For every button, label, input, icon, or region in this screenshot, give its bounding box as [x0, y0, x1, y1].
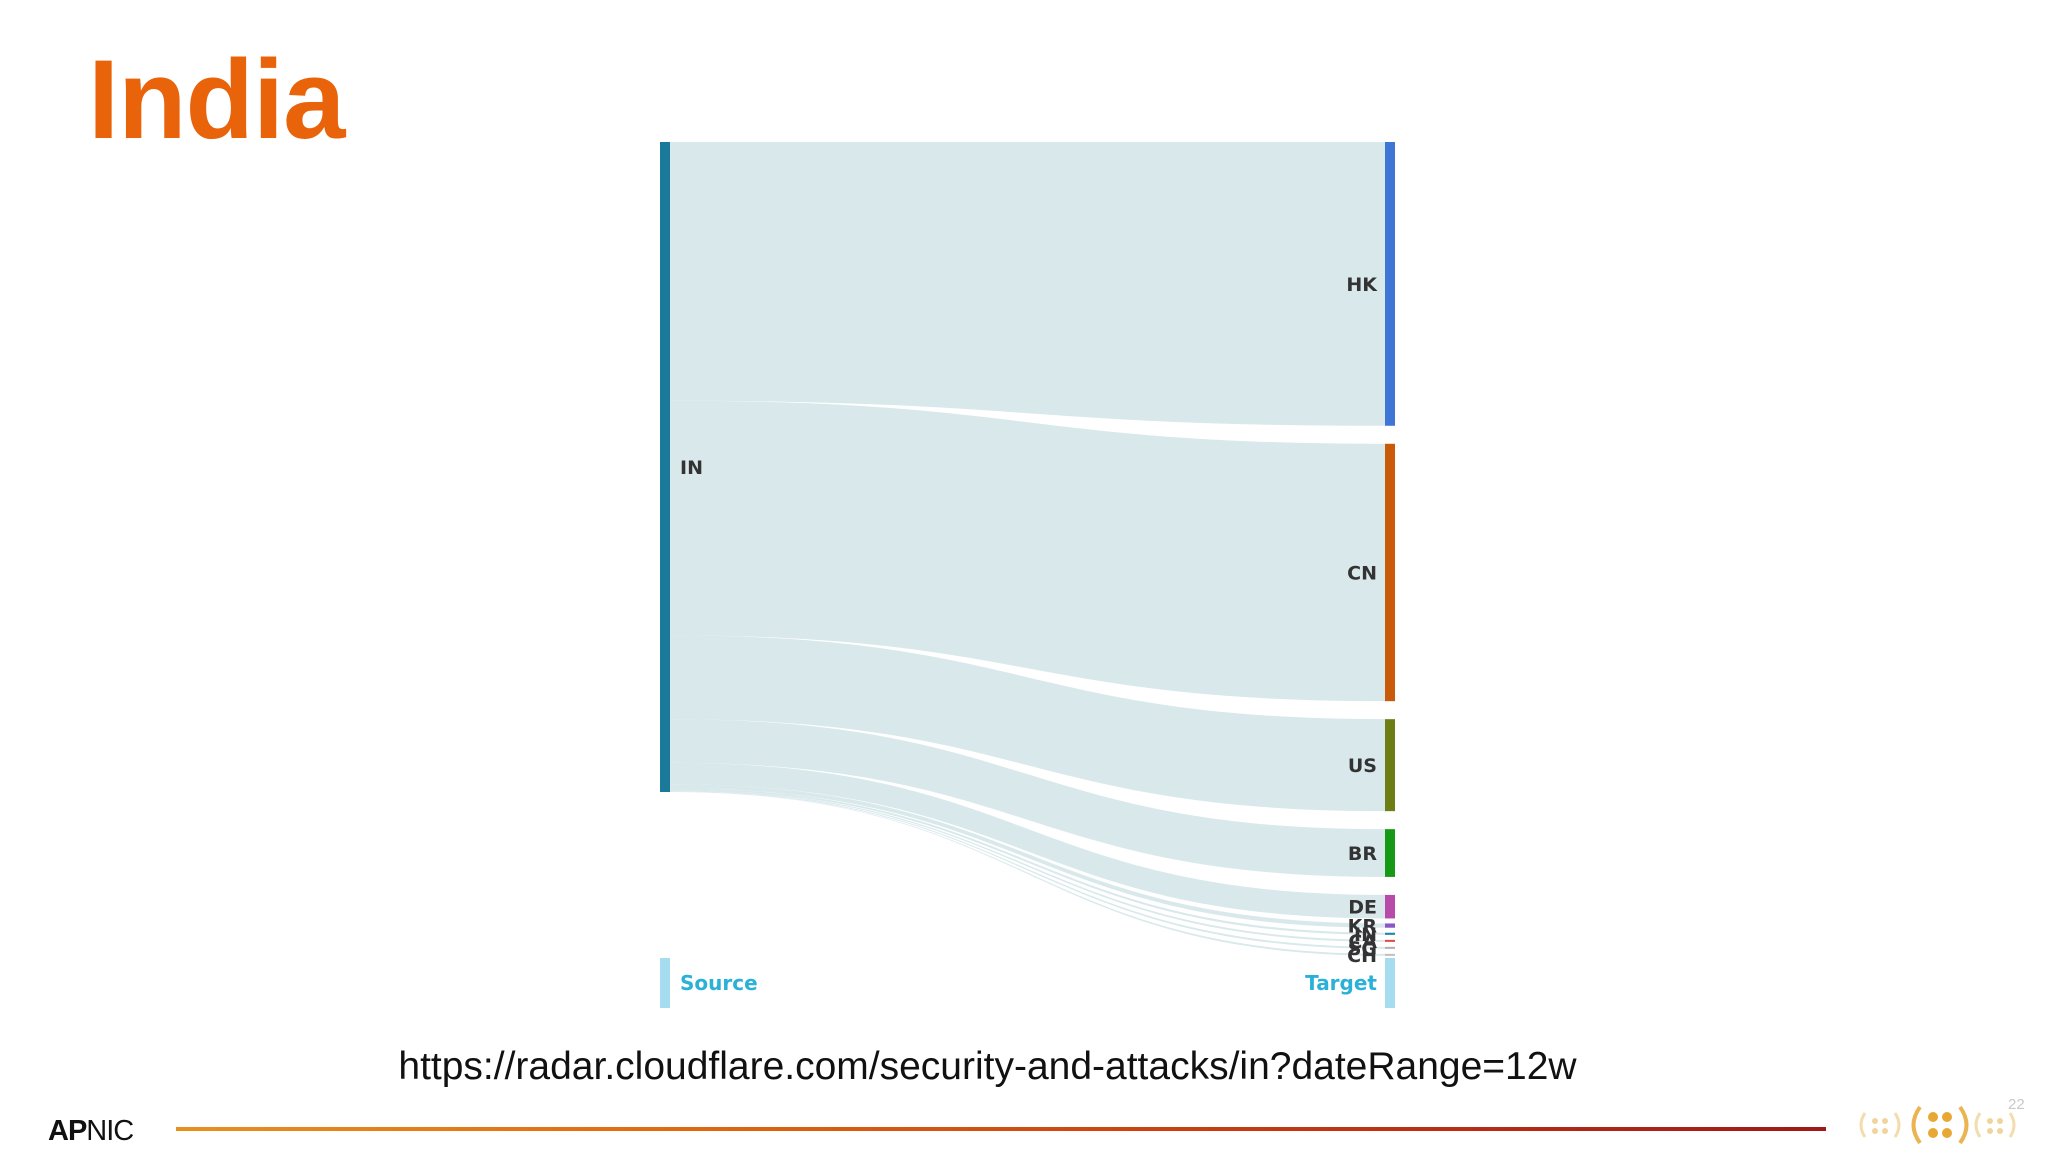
target-label-sg-8: SG [1348, 938, 1377, 960]
target-label-cn-1: CN [1347, 562, 1377, 584]
target-node-hk-0 [1385, 142, 1395, 426]
target-label-de-4: DE [1348, 897, 1377, 919]
page-number: 22 [2008, 1096, 2025, 1113]
link-in-ca-7 [670, 790, 1385, 942]
link-in-us-2 [670, 635, 1385, 812]
link-in-hk-0 [670, 142, 1385, 426]
target-label-kr-5: KR [1348, 916, 1378, 938]
target-label-hk-0: HK [1346, 274, 1378, 296]
target-node-ca-7 [1385, 939, 1395, 942]
footer-pattern-icon [1859, 1105, 2016, 1145]
sankey-links [670, 142, 1385, 956]
target-label-in-6: IN [1354, 924, 1377, 946]
source-node-in [660, 142, 670, 792]
target-node-us-2 [1385, 719, 1395, 812]
target-node-br-3 [1385, 829, 1395, 877]
slide-title: India [88, 37, 345, 162]
link-in-ch-9 [670, 791, 1385, 956]
target-node-cn-1 [1385, 443, 1395, 702]
link-in-kr-5 [670, 784, 1385, 928]
legend-target-label: Target [1305, 971, 1377, 995]
sankey-legend: Source Target [660, 958, 1395, 1008]
apnic-logo: APNIC [48, 1115, 134, 1148]
target-label-br-3: BR [1348, 843, 1377, 865]
target-node-kr-5 [1385, 923, 1395, 928]
source-label-in: IN [680, 457, 703, 479]
link-in-br-3 [670, 719, 1385, 877]
target-label-ca-7: CA [1348, 931, 1377, 953]
target-node-de-4 [1385, 894, 1395, 919]
target-node-in-6 [1385, 932, 1395, 935]
link-in-in-6 [670, 788, 1385, 935]
logo-bold-part: AP [48, 1115, 87, 1147]
target-label-ch-9: CH [1347, 945, 1377, 967]
footer-divider [176, 1127, 1826, 1131]
link-in-cn-1 [670, 400, 1385, 702]
legend-source-label: Source [680, 971, 758, 995]
target-node-ch-9 [1385, 953, 1395, 956]
logo-regular-part: NIC [86, 1115, 134, 1147]
sankey-nodes [660, 142, 1395, 956]
legend-target-swatch [1385, 958, 1395, 1008]
source-url[interactable]: https://radar.cloudflare.com/security-an… [398, 1045, 1577, 1088]
legend-source-swatch [660, 958, 670, 1008]
target-label-us-2: US [1348, 755, 1377, 777]
link-in-de-4 [670, 762, 1385, 919]
link-in-sg-8 [670, 791, 1385, 949]
target-node-sg-8 [1385, 946, 1395, 949]
